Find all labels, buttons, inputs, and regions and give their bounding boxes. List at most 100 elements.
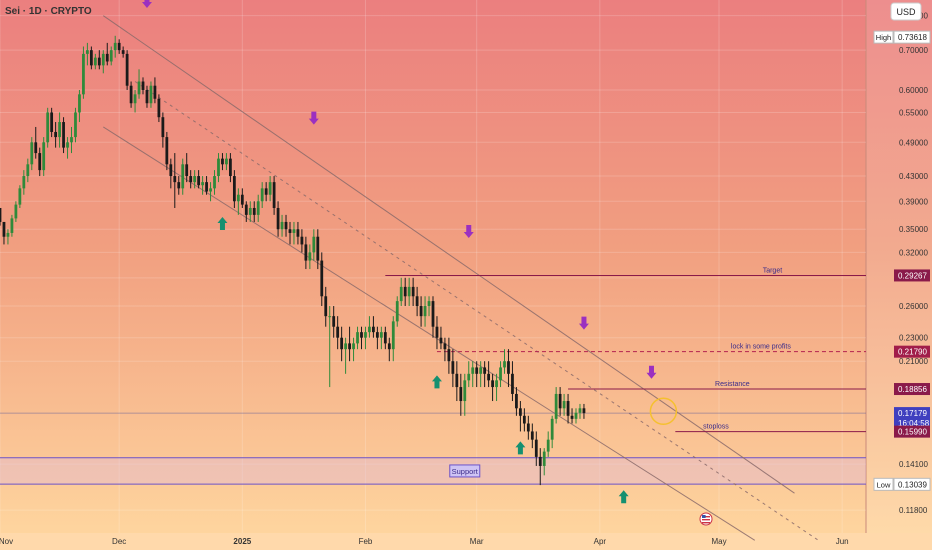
candle-body bbox=[252, 207, 256, 215]
candle bbox=[105, 42, 109, 66]
candle-body bbox=[407, 286, 411, 297]
candle-body bbox=[443, 343, 447, 350]
candle bbox=[526, 415, 530, 440]
candle-body bbox=[244, 204, 248, 215]
candle bbox=[189, 170, 193, 189]
candle bbox=[62, 117, 65, 154]
candle bbox=[74, 107, 77, 143]
badge-bg bbox=[894, 383, 930, 396]
currency-button[interactable] bbox=[890, 2, 922, 21]
candle-body bbox=[391, 321, 395, 350]
candle bbox=[145, 85, 149, 108]
candle bbox=[86, 42, 89, 66]
candle bbox=[431, 296, 435, 338]
candle-body bbox=[137, 81, 141, 95]
price-tick-label: 0.55000 bbox=[899, 108, 928, 117]
candle-body bbox=[236, 194, 240, 202]
candle bbox=[375, 326, 379, 350]
price-tick-label: 0.70000 bbox=[899, 46, 928, 55]
candle bbox=[356, 326, 359, 350]
candle bbox=[372, 316, 375, 338]
candle-body bbox=[300, 236, 304, 245]
candle bbox=[530, 423, 534, 449]
candle bbox=[546, 431, 550, 457]
candle-body bbox=[54, 131, 58, 138]
candle bbox=[292, 221, 296, 245]
candle bbox=[324, 286, 328, 327]
candle bbox=[173, 153, 177, 208]
candle bbox=[252, 201, 256, 222]
time-tick-label: May bbox=[711, 537, 726, 546]
candle bbox=[515, 387, 518, 416]
candle bbox=[117, 39, 121, 54]
badge-value: 0.18856 bbox=[898, 385, 927, 394]
candle bbox=[185, 153, 189, 183]
candle-body bbox=[240, 194, 244, 205]
candle-body bbox=[340, 337, 344, 350]
candle bbox=[308, 244, 312, 270]
candle bbox=[399, 277, 403, 307]
candle-body bbox=[483, 367, 487, 374]
candle-body bbox=[491, 380, 494, 388]
candle-body bbox=[221, 158, 224, 165]
candle-body bbox=[530, 431, 534, 440]
badge-bg bbox=[894, 425, 930, 438]
candle bbox=[93, 53, 97, 70]
candle bbox=[70, 126, 73, 154]
badge-countdown: 16:04:58 bbox=[898, 419, 930, 428]
badge-value: 0.73618 bbox=[898, 33, 927, 42]
candle-body bbox=[189, 176, 193, 183]
candle bbox=[550, 415, 554, 449]
candle-body bbox=[336, 326, 340, 338]
time-tick-label: Apr bbox=[594, 537, 607, 546]
candle bbox=[66, 137, 69, 159]
candle-body bbox=[260, 188, 264, 202]
candle bbox=[455, 361, 459, 402]
candle-body bbox=[26, 164, 30, 177]
candle-body bbox=[455, 373, 459, 388]
candle bbox=[264, 182, 268, 202]
candle bbox=[475, 361, 479, 388]
candle bbox=[169, 158, 173, 189]
candle bbox=[153, 77, 157, 104]
candle bbox=[340, 326, 344, 362]
candle-body bbox=[292, 229, 296, 233]
price-tick-label: 0.39000 bbox=[899, 197, 928, 206]
candle bbox=[129, 81, 133, 108]
candle bbox=[348, 326, 351, 362]
candle-body bbox=[375, 332, 379, 338]
target-price-badge: 0.29267 bbox=[894, 269, 930, 282]
candle bbox=[391, 316, 395, 362]
candle bbox=[423, 296, 427, 327]
candle bbox=[542, 448, 546, 476]
candle bbox=[300, 229, 304, 253]
candle-body bbox=[284, 221, 288, 230]
candle-body bbox=[129, 85, 133, 104]
candle-body bbox=[427, 301, 431, 307]
candle bbox=[125, 50, 129, 90]
candle-body bbox=[213, 176, 216, 189]
candle bbox=[554, 387, 558, 424]
candle bbox=[268, 176, 272, 202]
arrow-down-icon bbox=[463, 224, 474, 238]
us-flag-icon bbox=[699, 512, 713, 526]
candle-body bbox=[566, 401, 570, 416]
candle-body bbox=[181, 164, 185, 189]
candle bbox=[280, 214, 284, 237]
candle-body bbox=[578, 408, 582, 413]
candle bbox=[42, 137, 46, 177]
candle bbox=[487, 361, 491, 388]
candle bbox=[511, 361, 514, 402]
candle-body bbox=[495, 380, 498, 388]
resistance-price-badge: 0.18856 bbox=[894, 383, 930, 396]
badge-value: 0.15990 bbox=[898, 428, 927, 437]
candle-body bbox=[364, 332, 367, 338]
candle-body bbox=[268, 182, 272, 195]
candle bbox=[582, 403, 586, 419]
candle bbox=[97, 50, 101, 70]
candle-body bbox=[308, 252, 312, 261]
candle-body bbox=[570, 415, 574, 419]
candle-body bbox=[201, 182, 204, 186]
